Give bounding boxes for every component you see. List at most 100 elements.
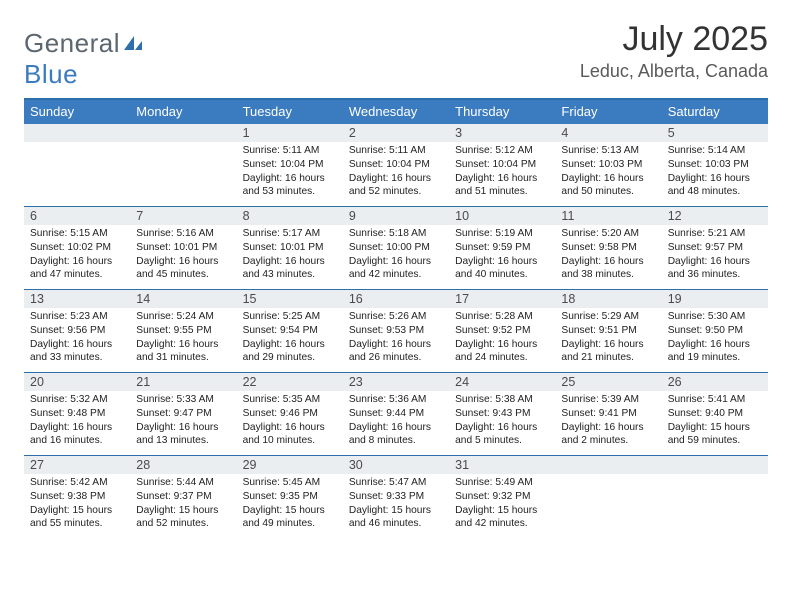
- calendar-day-cell: 30Sunrise: 5:47 AMSunset: 9:33 PMDayligh…: [343, 456, 449, 538]
- day-details: Sunrise: 5:45 AMSunset: 9:35 PMDaylight:…: [237, 474, 343, 535]
- brand-logo: GeneralBlue: [24, 20, 144, 90]
- calendar-day-cell: [555, 456, 661, 538]
- day-number: [24, 124, 130, 142]
- day-number: 18: [555, 290, 661, 308]
- calendar-day-cell: [662, 456, 768, 538]
- day-number: [662, 456, 768, 474]
- day-number: 17: [449, 290, 555, 308]
- day-details: Sunrise: 5:19 AMSunset: 9:59 PMDaylight:…: [449, 225, 555, 286]
- day-details: Sunrise: 5:30 AMSunset: 9:50 PMDaylight:…: [662, 308, 768, 369]
- calendar-day-cell: 21Sunrise: 5:33 AMSunset: 9:47 PMDayligh…: [130, 373, 236, 455]
- day-number: [555, 456, 661, 474]
- weekday-header-cell: Thursday: [449, 100, 555, 124]
- day-details: Sunrise: 5:32 AMSunset: 9:48 PMDaylight:…: [24, 391, 130, 452]
- day-number: 10: [449, 207, 555, 225]
- location-label: Leduc, Alberta, Canada: [580, 61, 768, 82]
- day-number: 7: [130, 207, 236, 225]
- month-title: July 2025: [580, 20, 768, 59]
- day-details: Sunrise: 5:42 AMSunset: 9:38 PMDaylight:…: [24, 474, 130, 535]
- day-details: Sunrise: 5:23 AMSunset: 9:56 PMDaylight:…: [24, 308, 130, 369]
- weekday-header-cell: Wednesday: [343, 100, 449, 124]
- calendar-day-cell: 19Sunrise: 5:30 AMSunset: 9:50 PMDayligh…: [662, 290, 768, 372]
- day-number: 11: [555, 207, 661, 225]
- calendar-day-cell: 22Sunrise: 5:35 AMSunset: 9:46 PMDayligh…: [237, 373, 343, 455]
- day-details: Sunrise: 5:25 AMSunset: 9:54 PMDaylight:…: [237, 308, 343, 369]
- calendar-day-cell: 28Sunrise: 5:44 AMSunset: 9:37 PMDayligh…: [130, 456, 236, 538]
- day-number: 8: [237, 207, 343, 225]
- calendar-day-cell: [24, 124, 130, 206]
- day-number: 1: [237, 124, 343, 142]
- day-details: Sunrise: 5:12 AMSunset: 10:04 PMDaylight…: [449, 142, 555, 203]
- day-number: 21: [130, 373, 236, 391]
- weekday-header-cell: Monday: [130, 100, 236, 124]
- day-details: [555, 474, 661, 480]
- calendar-day-cell: 17Sunrise: 5:28 AMSunset: 9:52 PMDayligh…: [449, 290, 555, 372]
- calendar-day-cell: 15Sunrise: 5:25 AMSunset: 9:54 PMDayligh…: [237, 290, 343, 372]
- day-details: [130, 142, 236, 148]
- day-details: [24, 142, 130, 148]
- day-details: Sunrise: 5:17 AMSunset: 10:01 PMDaylight…: [237, 225, 343, 286]
- day-number: 3: [449, 124, 555, 142]
- day-details: Sunrise: 5:39 AMSunset: 9:41 PMDaylight:…: [555, 391, 661, 452]
- brand-text: GeneralBlue: [24, 28, 144, 90]
- day-number: 24: [449, 373, 555, 391]
- calendar-day-cell: 16Sunrise: 5:26 AMSunset: 9:53 PMDayligh…: [343, 290, 449, 372]
- day-number: [130, 124, 236, 142]
- calendar-week-row: 6Sunrise: 5:15 AMSunset: 10:02 PMDayligh…: [24, 206, 768, 289]
- day-details: Sunrise: 5:28 AMSunset: 9:52 PMDaylight:…: [449, 308, 555, 369]
- day-details: Sunrise: 5:21 AMSunset: 9:57 PMDaylight:…: [662, 225, 768, 286]
- calendar-day-cell: 4Sunrise: 5:13 AMSunset: 10:03 PMDayligh…: [555, 124, 661, 206]
- day-details: Sunrise: 5:16 AMSunset: 10:01 PMDaylight…: [130, 225, 236, 286]
- calendar-day-cell: 31Sunrise: 5:49 AMSunset: 9:32 PMDayligh…: [449, 456, 555, 538]
- day-details: Sunrise: 5:38 AMSunset: 9:43 PMDaylight:…: [449, 391, 555, 452]
- day-details: Sunrise: 5:13 AMSunset: 10:03 PMDaylight…: [555, 142, 661, 203]
- day-details: Sunrise: 5:29 AMSunset: 9:51 PMDaylight:…: [555, 308, 661, 369]
- calendar-week-row: 27Sunrise: 5:42 AMSunset: 9:38 PMDayligh…: [24, 455, 768, 538]
- calendar-week-row: 13Sunrise: 5:23 AMSunset: 9:56 PMDayligh…: [24, 289, 768, 372]
- day-details: Sunrise: 5:11 AMSunset: 10:04 PMDaylight…: [237, 142, 343, 203]
- day-number: 6: [24, 207, 130, 225]
- calendar-day-cell: 11Sunrise: 5:20 AMSunset: 9:58 PMDayligh…: [555, 207, 661, 289]
- calendar-day-cell: 9Sunrise: 5:18 AMSunset: 10:00 PMDayligh…: [343, 207, 449, 289]
- day-details: Sunrise: 5:18 AMSunset: 10:00 PMDaylight…: [343, 225, 449, 286]
- day-number: 14: [130, 290, 236, 308]
- day-number: 13: [24, 290, 130, 308]
- calendar-day-cell: 2Sunrise: 5:11 AMSunset: 10:04 PMDayligh…: [343, 124, 449, 206]
- brand-text-1: General: [24, 28, 120, 58]
- calendar-day-cell: 27Sunrise: 5:42 AMSunset: 9:38 PMDayligh…: [24, 456, 130, 538]
- calendar-day-cell: 26Sunrise: 5:41 AMSunset: 9:40 PMDayligh…: [662, 373, 768, 455]
- calendar-day-cell: 29Sunrise: 5:45 AMSunset: 9:35 PMDayligh…: [237, 456, 343, 538]
- day-details: Sunrise: 5:11 AMSunset: 10:04 PMDaylight…: [343, 142, 449, 203]
- day-number: 12: [662, 207, 768, 225]
- day-number: 9: [343, 207, 449, 225]
- calendar-day-cell: 10Sunrise: 5:19 AMSunset: 9:59 PMDayligh…: [449, 207, 555, 289]
- day-number: 29: [237, 456, 343, 474]
- day-details: Sunrise: 5:47 AMSunset: 9:33 PMDaylight:…: [343, 474, 449, 535]
- day-details: Sunrise: 5:49 AMSunset: 9:32 PMDaylight:…: [449, 474, 555, 535]
- day-number: 20: [24, 373, 130, 391]
- calendar-day-cell: 14Sunrise: 5:24 AMSunset: 9:55 PMDayligh…: [130, 290, 236, 372]
- calendar-day-cell: 20Sunrise: 5:32 AMSunset: 9:48 PMDayligh…: [24, 373, 130, 455]
- calendar-day-cell: 23Sunrise: 5:36 AMSunset: 9:44 PMDayligh…: [343, 373, 449, 455]
- day-number: 31: [449, 456, 555, 474]
- brand-text-2: Blue: [24, 59, 78, 89]
- day-details: [662, 474, 768, 480]
- day-details: Sunrise: 5:35 AMSunset: 9:46 PMDaylight:…: [237, 391, 343, 452]
- day-number: 28: [130, 456, 236, 474]
- calendar-day-cell: 8Sunrise: 5:17 AMSunset: 10:01 PMDayligh…: [237, 207, 343, 289]
- title-block: July 2025 Leduc, Alberta, Canada: [580, 20, 768, 82]
- day-number: 15: [237, 290, 343, 308]
- brand-sail-icon: [122, 28, 144, 59]
- day-details: Sunrise: 5:14 AMSunset: 10:03 PMDaylight…: [662, 142, 768, 203]
- day-number: 4: [555, 124, 661, 142]
- calendar-day-cell: 3Sunrise: 5:12 AMSunset: 10:04 PMDayligh…: [449, 124, 555, 206]
- weekday-header-cell: Saturday: [662, 100, 768, 124]
- day-number: 23: [343, 373, 449, 391]
- calendar-day-cell: 12Sunrise: 5:21 AMSunset: 9:57 PMDayligh…: [662, 207, 768, 289]
- day-number: 2: [343, 124, 449, 142]
- day-number: 30: [343, 456, 449, 474]
- calendar-week-row: 1Sunrise: 5:11 AMSunset: 10:04 PMDayligh…: [24, 124, 768, 206]
- calendar-day-cell: 1Sunrise: 5:11 AMSunset: 10:04 PMDayligh…: [237, 124, 343, 206]
- day-details: Sunrise: 5:36 AMSunset: 9:44 PMDaylight:…: [343, 391, 449, 452]
- calendar-day-cell: [130, 124, 236, 206]
